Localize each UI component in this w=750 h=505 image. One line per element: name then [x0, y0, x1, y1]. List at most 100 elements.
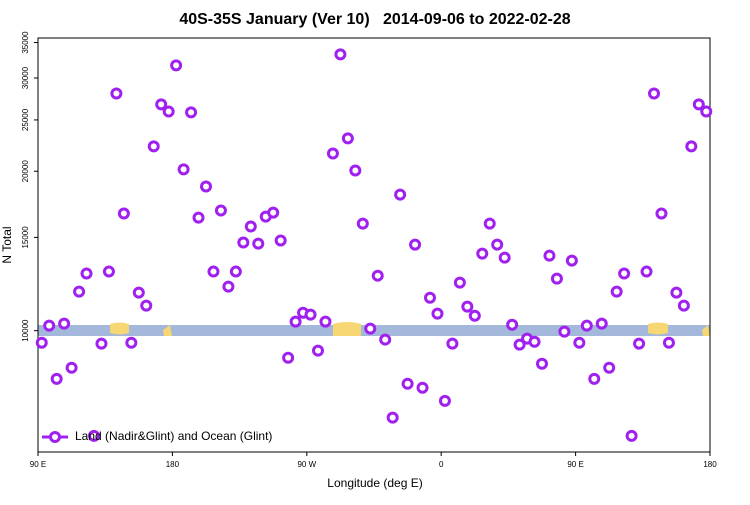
x-tick-label: 0: [439, 460, 444, 469]
data-point: [700, 105, 713, 118]
data-point: [237, 236, 250, 249]
data-point: [88, 429, 100, 442]
data-point: [379, 333, 392, 346]
x-tick-label: 180: [703, 460, 717, 469]
data-point: [491, 238, 504, 251]
legend-label: Land (Nadir&Glint) and Ocean (Glint): [75, 429, 272, 443]
data-point: [58, 317, 71, 330]
data-point: [356, 217, 369, 230]
data-point: [43, 319, 56, 332]
data-point: [633, 337, 646, 350]
plot-frame: [37, 37, 711, 453]
data-point: [312, 344, 324, 357]
data-point: [498, 251, 511, 264]
data-point: [50, 372, 63, 385]
data-point: [409, 238, 422, 251]
data-point: [214, 204, 227, 217]
data-point: [371, 269, 384, 282]
data-point: [73, 285, 86, 298]
data-point: [558, 325, 571, 338]
data-point: [416, 381, 429, 394]
data-point: [252, 237, 265, 250]
data-point: [662, 336, 675, 349]
data-point: [446, 337, 459, 350]
data-point: [185, 106, 198, 119]
data-point: [431, 307, 444, 320]
data-point: [200, 180, 212, 193]
data-point: [132, 286, 145, 299]
data-point: [125, 336, 138, 349]
data-point: [580, 319, 593, 332]
data-point: [304, 308, 317, 321]
data-point: [483, 217, 496, 230]
data-point: [349, 164, 362, 177]
y-tick-label: 10000: [21, 319, 30, 342]
data-point: [394, 188, 407, 201]
data-point: [80, 267, 93, 280]
data-point: [401, 377, 414, 390]
data-point: [476, 247, 489, 260]
data-point: [386, 411, 399, 424]
data-point: [468, 309, 481, 322]
data-point: [565, 254, 578, 267]
data-point: [170, 59, 183, 72]
data-point: [140, 299, 153, 312]
data-point: [110, 87, 123, 100]
land-patch: [110, 322, 129, 335]
y-tick-label: 20000: [21, 160, 30, 183]
data-point: [177, 163, 190, 176]
legend-marker: [49, 431, 61, 443]
data-point: [543, 249, 556, 262]
data-point: [618, 267, 631, 280]
data-point: [438, 394, 451, 407]
data-point: [588, 372, 601, 385]
y-tick-label: 25000: [21, 108, 30, 131]
data-point: [685, 140, 698, 153]
data-point: [655, 207, 668, 220]
y-tick-label: 30000: [21, 66, 30, 89]
y-tick-label: 15000: [21, 226, 30, 249]
x-tick-label: 90 W: [297, 460, 316, 469]
data-point: [282, 351, 295, 364]
data-point: [35, 336, 48, 349]
data-point: [513, 338, 526, 351]
data-point: [506, 318, 519, 331]
data-point: [550, 272, 563, 285]
land-patch: [163, 325, 172, 336]
data-point: [364, 322, 377, 335]
data-point: [147, 140, 160, 153]
data-point: [95, 337, 108, 350]
x-axis-label: Longitude (deg E): [327, 476, 422, 490]
x-tick-label: 90 E: [567, 460, 583, 469]
data-point: [244, 220, 257, 233]
land-patch: [648, 322, 668, 335]
data-point: [648, 87, 660, 100]
chart-title: 40S-35S January (Ver 10) 2014-09-06 to 2…: [179, 11, 570, 28]
data-point: [155, 98, 168, 111]
data-point: [102, 265, 115, 278]
x-tick-label: 180: [166, 460, 180, 469]
data-point: [677, 299, 690, 312]
data-point: [341, 132, 354, 145]
data-point: [595, 317, 608, 330]
land-patch: [333, 322, 361, 336]
data-point: [603, 361, 616, 374]
data-point: [162, 105, 175, 118]
data-point: [692, 98, 705, 111]
data-point: [453, 276, 466, 289]
data-point: [573, 336, 586, 349]
data-point: [229, 265, 242, 278]
data-point: [274, 234, 287, 247]
data-point: [610, 285, 623, 298]
data-point: [536, 357, 548, 370]
data-point: [640, 265, 653, 278]
data-point: [289, 315, 302, 328]
data-point: [424, 291, 436, 304]
data-point: [334, 48, 347, 61]
y-tick-label: 35000: [21, 31, 30, 54]
data-point: [117, 207, 130, 220]
data-point: [461, 300, 474, 313]
data-point: [65, 361, 78, 374]
data-point: [207, 265, 220, 278]
